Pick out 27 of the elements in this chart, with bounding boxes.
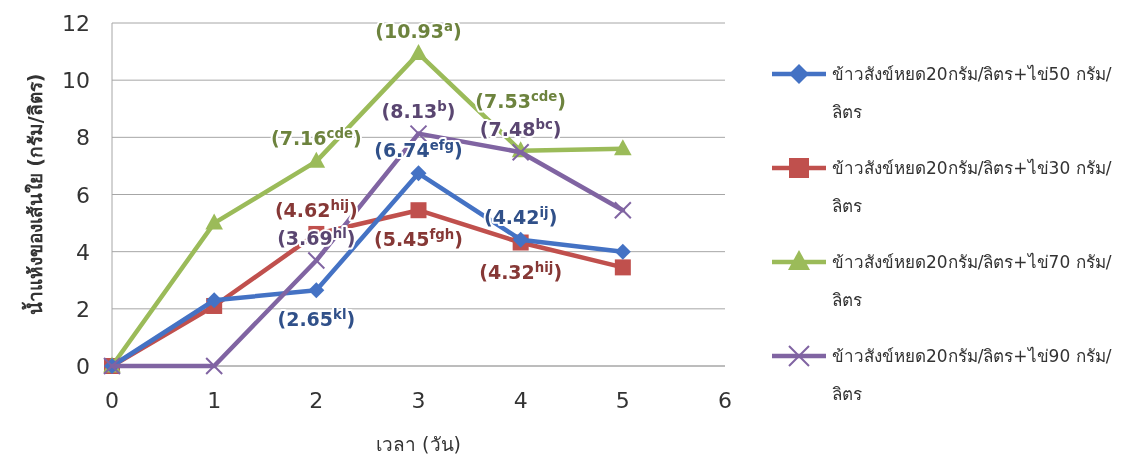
legend-label: ข้าวสังข์หยด20กรัม/ลิตร+ไข่50 กรัม/ลิตร <box>832 63 1113 124</box>
x-tick-label: 2 <box>309 388 324 413</box>
x-tick-label: 0 <box>105 388 119 413</box>
annotation: (2.65$^{kl}$) <box>277 306 356 331</box>
x-tick-label: 4 <box>513 388 528 413</box>
annotation: (10.93$^{a}$) <box>375 18 462 42</box>
x-tick-label: 5 <box>615 388 630 413</box>
legend-label: ข้าวสังข์หยด20กรัม/ลิตร+ไข่30 กรัม/ลิตร <box>832 157 1113 218</box>
x-tick-label: 1 <box>207 388 222 413</box>
y-tick-label: 4 <box>76 239 90 265</box>
annotation: (5.45$^{fgh}$) <box>373 226 464 251</box>
x-tick-label: 6 <box>718 388 732 413</box>
y-tick-label: 2 <box>76 296 90 322</box>
y-axis-title: น้ำแห้งของเส้นใย (กรัม/ลิตร) <box>21 73 46 316</box>
y-tick-label: 6 <box>76 182 90 208</box>
y-tick-label: 0 <box>76 354 90 379</box>
annotation: (7.53$^{cde}$) <box>475 88 566 113</box>
y-tick-label: 8 <box>76 125 90 151</box>
x-tick-label: 3 <box>411 388 426 413</box>
legend-label: ข้าวสังข์หยด20กรัม/ลิตร+ไข่70 กรัม/ลิตร <box>832 251 1113 312</box>
annotation: (8.13$^{b}$) <box>381 98 456 122</box>
annotation: (4.32$^{hij}$) <box>479 259 563 283</box>
y-tick-label: 12 <box>62 11 90 36</box>
legend-label: ข้าวสังข์หยด20กรัม/ลิตร+ไข่90 กรัม/ลิตร <box>832 345 1113 406</box>
x-axis-title: เวลา (วัน) <box>376 433 461 455</box>
annotation: (4.42$^{ij}$) <box>483 204 558 228</box>
y-tick-label: 10 <box>62 68 90 94</box>
